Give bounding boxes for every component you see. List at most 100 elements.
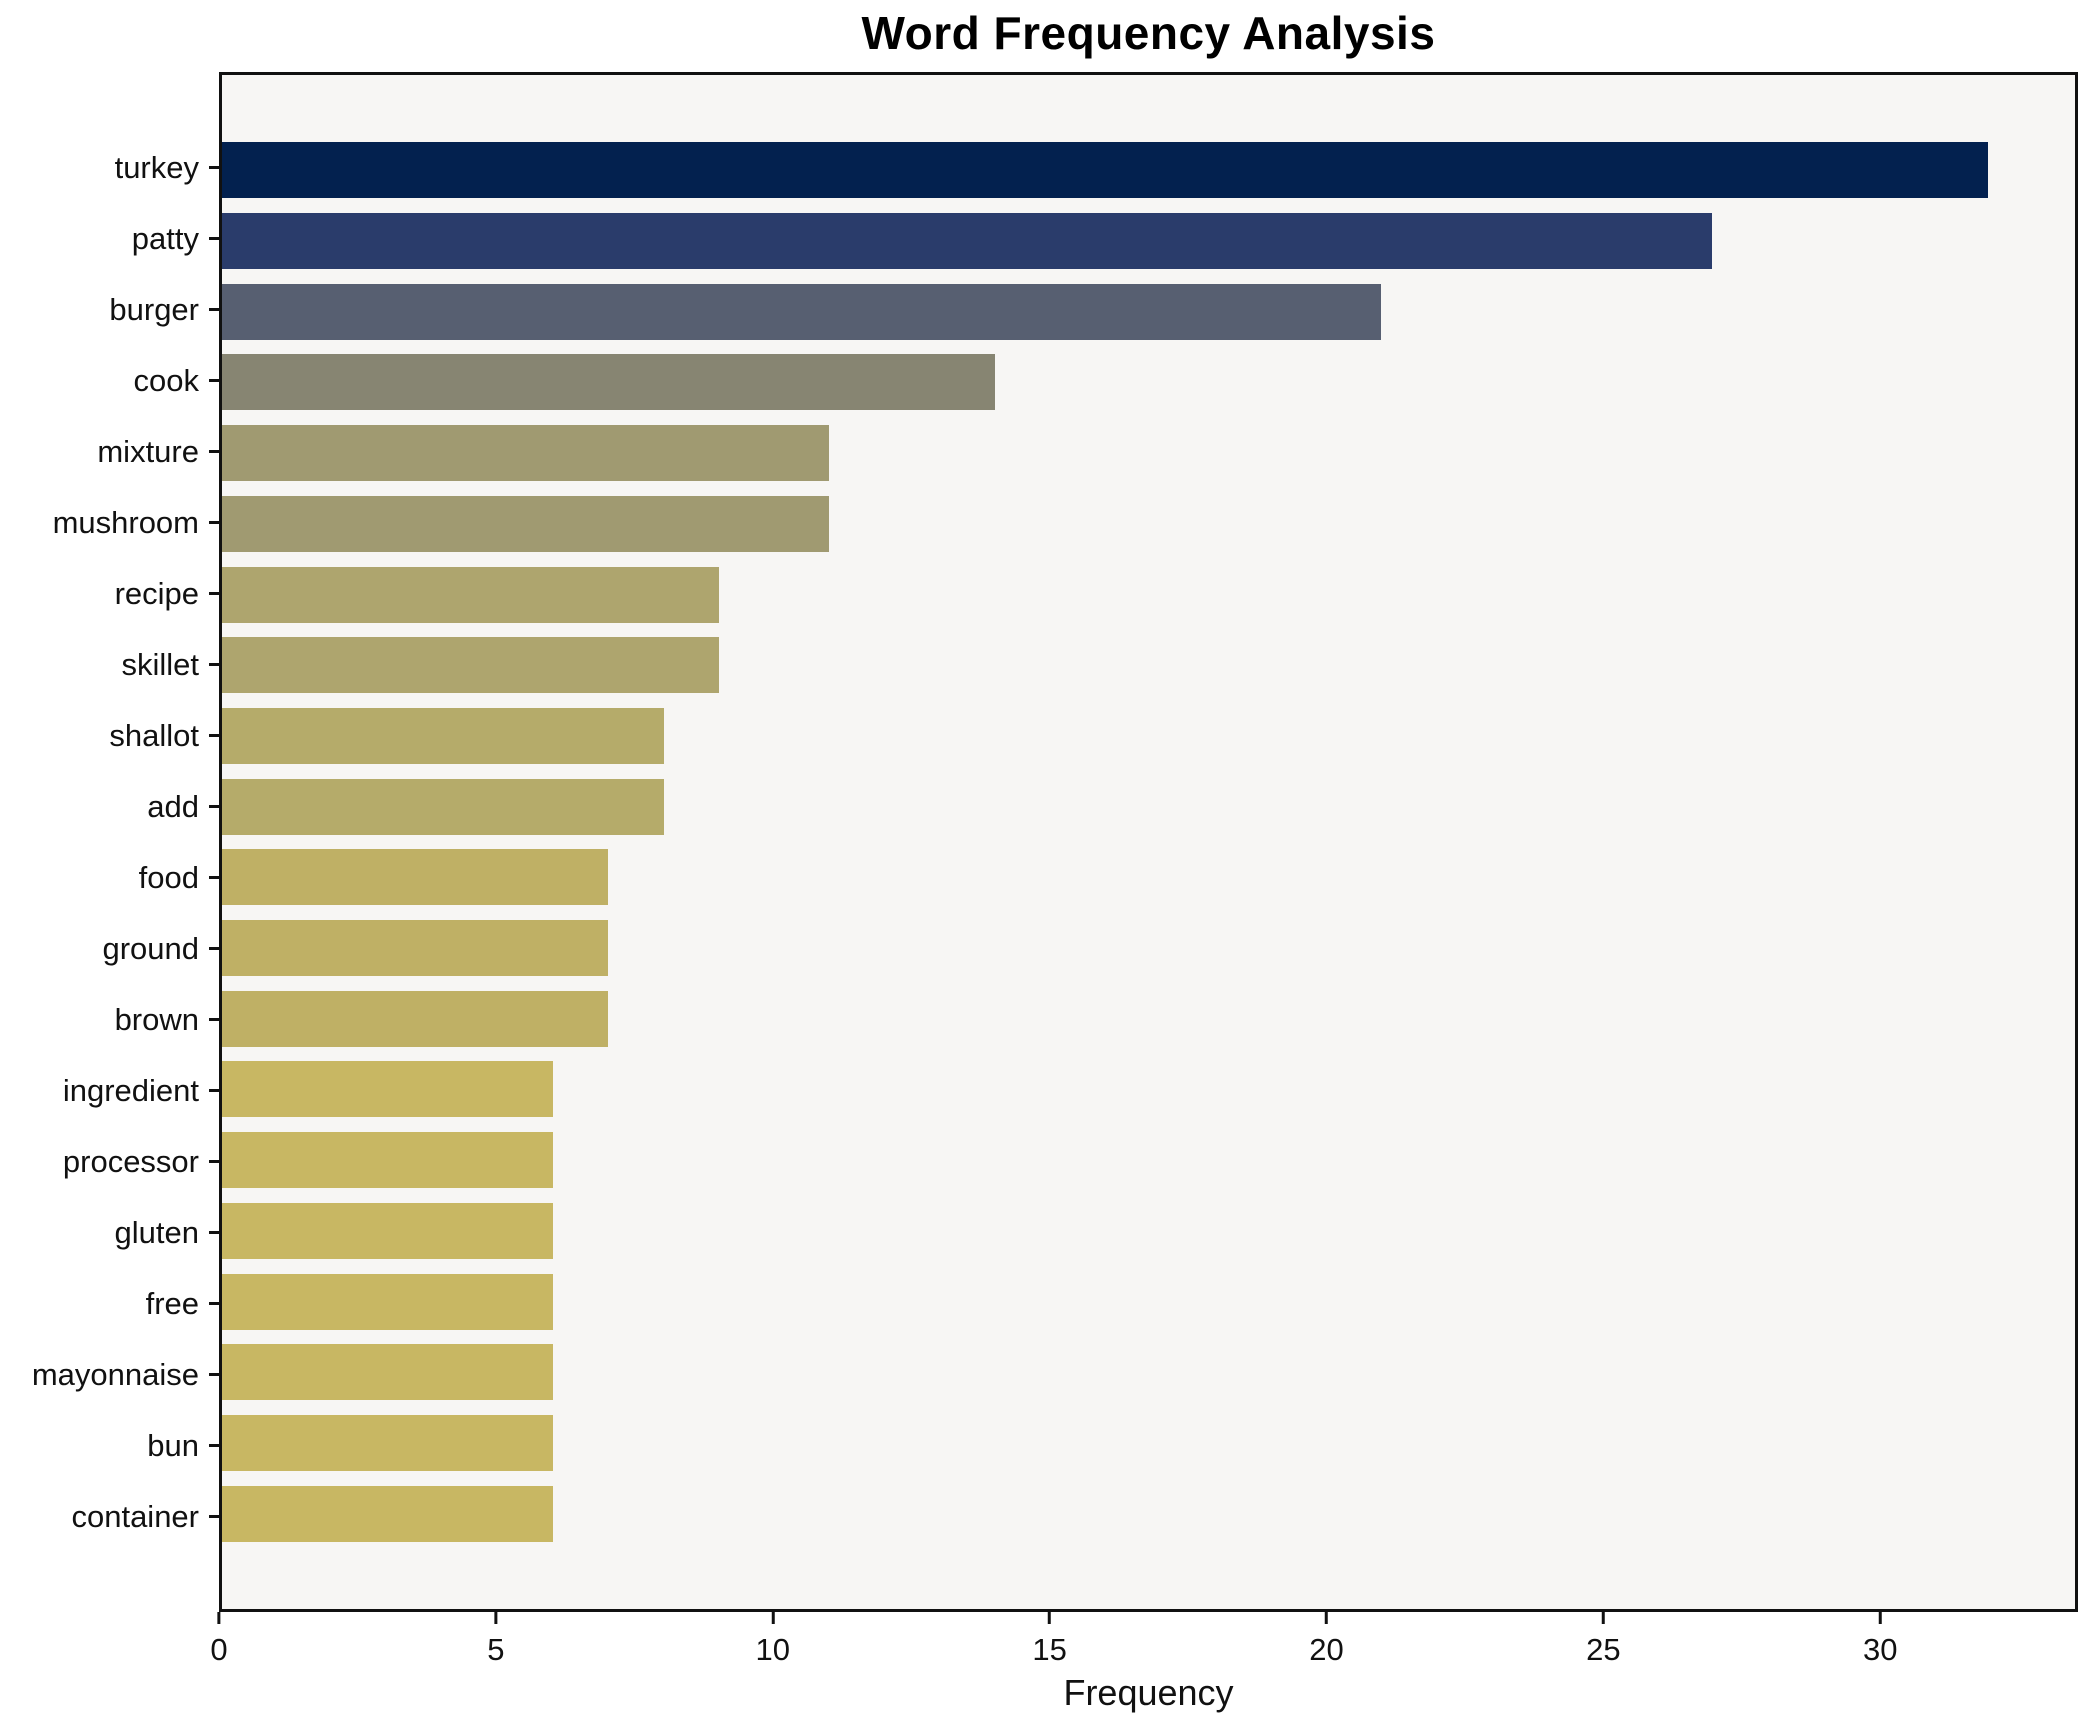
x-tick-mark <box>771 1612 775 1624</box>
y-tick-mark <box>209 1444 219 1447</box>
y-tick-mark <box>209 1089 219 1092</box>
bar-brown <box>222 990 609 1047</box>
x-tick: 5 <box>487 1612 505 1668</box>
bar-turkey <box>222 142 1989 199</box>
y-tick-mark <box>209 379 219 382</box>
y-tick-mark <box>209 521 219 524</box>
y-tick-row: free <box>0 1268 219 1339</box>
y-tick-row: turkey <box>0 132 219 203</box>
x-axis: 0 5 10 15 20 25 30 <box>210 1612 2078 1682</box>
bar-mixture <box>222 425 830 482</box>
y-tick-label: recipe <box>114 575 199 611</box>
bar-ingredient <box>222 1061 554 1118</box>
bar-food <box>222 849 609 906</box>
y-tick-row: food <box>0 842 219 913</box>
y-tick-label: bun <box>147 1427 199 1463</box>
bar-skillet <box>222 637 719 694</box>
y-tick-row: cook <box>0 345 219 416</box>
y-tick-row: container <box>0 1481 219 1552</box>
y-tick-label: burger <box>109 291 199 327</box>
y-tick-label: patty <box>131 220 199 256</box>
bar-row <box>222 1196 2075 1267</box>
bar-container <box>222 1485 554 1542</box>
y-tick-label: ground <box>102 930 199 966</box>
bar-row <box>222 489 2075 560</box>
x-tick-label: 20 <box>1309 1632 1344 1667</box>
x-tick: 25 <box>1586 1612 1621 1668</box>
bar-ground <box>222 920 609 977</box>
bar-patty <box>222 213 1713 270</box>
chart-title: Word Frequency Analysis <box>861 7 1436 59</box>
y-tick-row: processor <box>0 1126 219 1197</box>
bar-row <box>222 1054 2075 1125</box>
y-tick-row: shallot <box>0 700 219 771</box>
y-tick-label: processor <box>62 1143 199 1179</box>
x-tick: 10 <box>756 1612 790 1668</box>
x-tick: 0 <box>210 1612 228 1668</box>
bar-row <box>222 559 2075 630</box>
y-tick-label: shallot <box>109 717 199 753</box>
y-tick-label: mayonnaise <box>31 1356 199 1392</box>
y-tick-row: skillet <box>0 629 219 700</box>
y-tick-row: add <box>0 771 219 842</box>
x-tick-label: 25 <box>1586 1632 1621 1667</box>
bar-row <box>222 135 2075 206</box>
bar-row <box>222 1125 2075 1196</box>
y-tick-row: gluten <box>0 1197 219 1268</box>
y-tick-label: cook <box>133 362 199 398</box>
bar-processor <box>222 1132 554 1189</box>
y-tick-label: turkey <box>114 149 199 185</box>
y-tick-mark <box>209 1515 219 1518</box>
y-tick-label: ingredient <box>62 1072 199 1108</box>
x-tick: 15 <box>1032 1612 1067 1668</box>
y-tick-mark <box>209 237 219 240</box>
bar-row <box>222 630 2075 701</box>
x-tick-mark <box>217 1612 221 1624</box>
y-tick-mark <box>209 805 219 808</box>
y-tick-mark <box>209 1160 219 1163</box>
y-tick-row: burger <box>0 274 219 345</box>
bar-row <box>222 1337 2075 1408</box>
bar-bun <box>222 1415 554 1471</box>
y-tick-label: free <box>145 1285 199 1321</box>
y-tick-mark <box>209 947 219 950</box>
x-tick-label: 30 <box>1863 1632 1898 1667</box>
y-tick-label: gluten <box>114 1214 199 1250</box>
y-tick-row: mayonnaise <box>0 1339 219 1410</box>
x-axis-title: Frequency <box>1063 1672 1234 1713</box>
y-tick-label: skillet <box>121 646 199 682</box>
y-tick-row: ingredient <box>0 1055 219 1126</box>
bar-row <box>222 347 2075 418</box>
y-tick-mark <box>209 876 219 879</box>
bar-row <box>222 701 2075 772</box>
y-tick-label: add <box>147 788 199 824</box>
x-tick: 20 <box>1309 1612 1344 1668</box>
bar-recipe <box>222 566 719 623</box>
x-tick-label: 10 <box>755 1632 791 1667</box>
y-tick-mark <box>209 450 219 453</box>
y-axis-labels: turkey patty burger cook mixture mushroom reci… <box>0 72 219 1612</box>
bar-row <box>222 1478 2075 1549</box>
y-tick-label: mixture <box>97 433 199 469</box>
bar-row <box>222 983 2075 1054</box>
bar-cook <box>222 354 995 411</box>
y-tick-row: mixture <box>0 416 219 487</box>
bar-mayonnaise <box>222 1344 554 1401</box>
x-tick-label: 5 <box>487 1632 505 1667</box>
bar-row <box>222 771 2075 842</box>
x-tick-label: 15 <box>1032 1632 1067 1667</box>
x-tick-mark <box>1878 1612 1882 1624</box>
bar-add <box>222 778 664 835</box>
y-tick-mark <box>209 734 219 737</box>
bar-row <box>222 913 2075 984</box>
bar-gluten <box>222 1202 554 1259</box>
y-tick-mark <box>209 166 219 169</box>
bar-mushroom <box>222 495 830 552</box>
y-tick-row: patty <box>0 203 219 274</box>
bar-row <box>222 1408 2075 1479</box>
y-tick-row: ground <box>0 913 219 984</box>
y-tick-mark <box>209 1302 219 1305</box>
y-tick-mark <box>209 663 219 666</box>
y-tick-mark <box>209 1231 219 1234</box>
